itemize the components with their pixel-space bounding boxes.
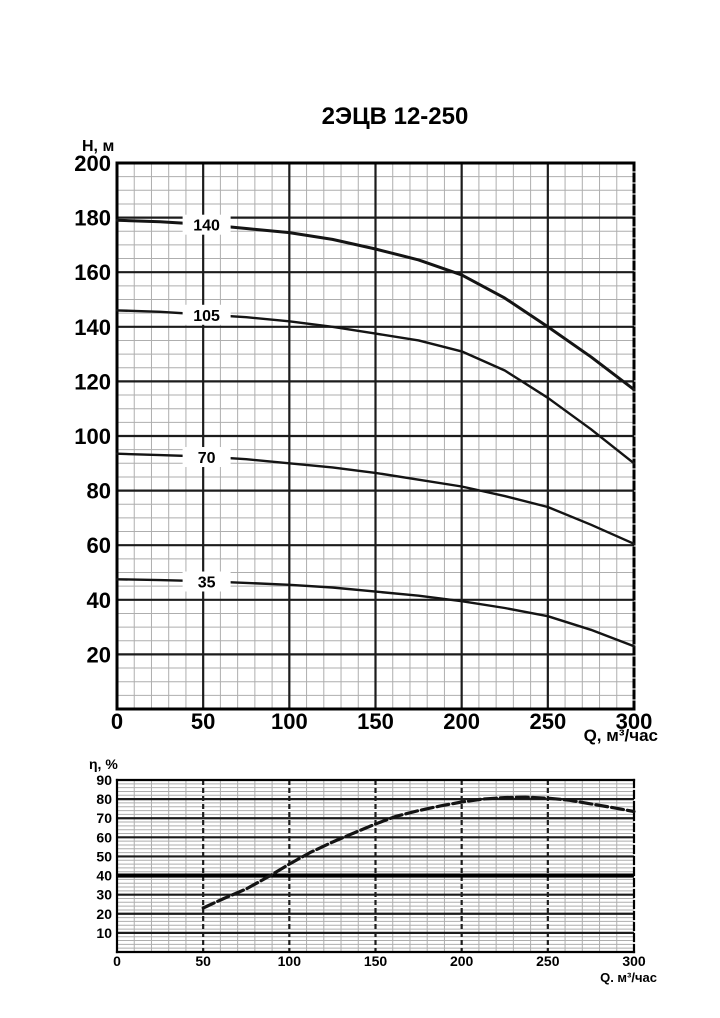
main-chart-x-axis-label: Q, м³/час [583,726,658,745]
svg-text:90: 90 [96,772,112,788]
svg-text:70: 70 [96,810,112,826]
svg-text:100: 100 [278,953,302,969]
svg-text:180: 180 [74,206,111,231]
svg-text:35: 35 [198,575,216,592]
svg-text:300: 300 [622,953,646,969]
svg-text:250: 250 [536,953,560,969]
svg-text:105: 105 [193,308,220,325]
curve-label-140: 140 [182,214,231,235]
efficiency-vs-flow-border [115,778,636,954]
svg-text:50: 50 [191,709,215,734]
svg-text:200: 200 [450,953,474,969]
svg-text:0: 0 [113,953,121,969]
svg-text:250: 250 [529,709,566,734]
svg-text:60: 60 [96,829,112,845]
svg-text:70: 70 [198,450,216,467]
svg-text:30: 30 [96,887,112,903]
svg-text:200: 200 [443,709,480,734]
svg-text:20: 20 [87,642,111,667]
head-vs-flow-border [115,161,636,711]
efficiency-chart-x-axis-label: Q. м³/час [600,970,657,985]
curve-label-105: 105 [182,304,231,325]
curve-label-70: 70 [182,447,231,468]
head-vs-flow-x-tick-labels: 0 50 100 150 200 250 300 [111,709,652,734]
page-title: 2ЭЦВ 12-250 [321,103,469,130]
svg-text:140: 140 [193,218,220,235]
svg-text:140: 140 [74,315,111,340]
svg-text:150: 150 [357,709,394,734]
efficiency-vs-flow-y-tick-labels: 10 20 30 40 50 60 70 80 90 [96,772,112,941]
svg-text:120: 120 [74,369,111,394]
head-vs-flow-y-tick-labels: 20 40 60 80 100 120 140 160 180 200 [74,151,111,667]
svg-text:160: 160 [74,260,111,285]
svg-text:100: 100 [74,424,111,449]
svg-text:150: 150 [364,953,388,969]
curve-label-35: 35 [182,571,231,592]
svg-text:20: 20 [96,906,112,922]
svg-text:50: 50 [96,848,112,864]
svg-text:80: 80 [87,479,111,504]
curve-η [201,795,636,910]
svg-text:0: 0 [111,709,123,734]
svg-text:80: 80 [96,791,112,807]
svg-text:50: 50 [195,953,211,969]
efficiency-chart-y-axis-label: η, % [89,756,118,772]
main-chart-y-axis-label: Н, м [82,138,115,155]
head-vs-flow-chart: 140 105 70 35 0 50 100 150 200 250 300 20 40 60 80 100 1… [74,151,652,734]
svg-text:300: 300 [616,709,653,734]
svg-text:60: 60 [87,533,111,558]
svg-text:10: 10 [96,925,112,941]
svg-text:40: 40 [96,868,112,884]
svg-text:40: 40 [87,588,111,613]
svg-text:100: 100 [271,709,308,734]
efficiency-vs-flow-x-tick-labels: 0 50 100 150 200 250 300 [113,953,646,969]
efficiency-vs-flow-chart: 0 50 100 150 200 250 300 10 20 30 40 50 60 70 80 90 [96,772,645,969]
svg-text:200: 200 [74,151,111,176]
